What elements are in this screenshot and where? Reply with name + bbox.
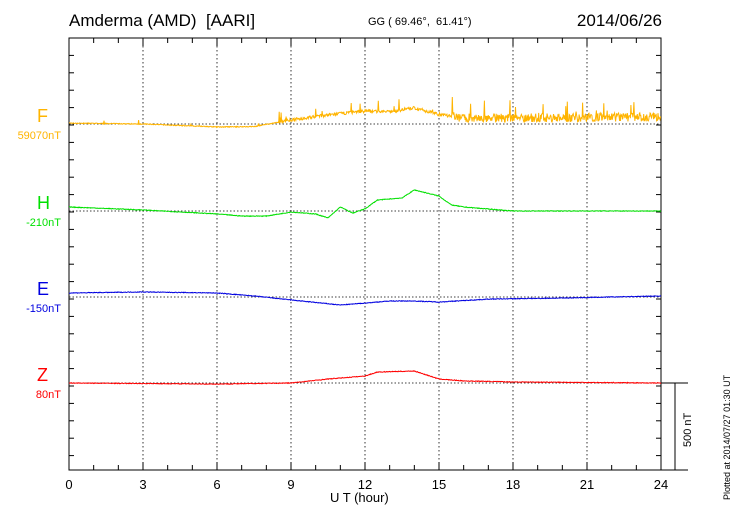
x-tick-label: 15 <box>432 477 446 492</box>
x-tick-label: 9 <box>287 477 294 492</box>
baseline-label-e: -150nT <box>26 303 61 315</box>
series-name-h: H <box>37 193 50 213</box>
x-axis-label: U T (hour) <box>330 490 389 505</box>
x-tick-label: 21 <box>580 477 594 492</box>
x-tick-label: 24 <box>654 477 668 492</box>
chart-date: 2014/06/26 <box>576 11 662 30</box>
baseline-label-f: 59070nT <box>17 130 61 142</box>
series-line-f <box>68 96 661 129</box>
x-tick-label: 18 <box>506 477 520 492</box>
series-line-z <box>68 370 662 385</box>
baseline-label-z: 80nT <box>35 389 61 401</box>
series-line-e <box>68 291 662 306</box>
x-tick-label: 12 <box>358 477 372 492</box>
baseline-label-h: -210nT <box>26 217 61 229</box>
chart-title: Amderma (AMD) [AARI] <box>69 11 256 30</box>
x-tick-label: 6 <box>213 477 220 492</box>
station-coordinates: GG ( 69.46°, 61.41°) <box>368 16 472 28</box>
series-name-f: F <box>37 106 48 126</box>
x-tick-label: 3 <box>139 477 146 492</box>
x-tick-label: 0 <box>65 477 72 492</box>
series-line-h <box>69 189 662 219</box>
series-name-z: Z <box>37 365 48 385</box>
series-name-e: E <box>37 279 50 299</box>
